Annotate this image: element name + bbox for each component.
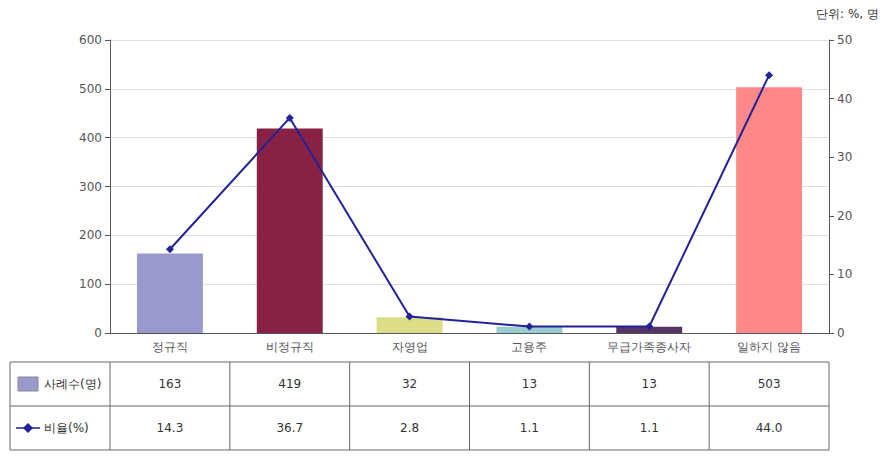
svg-text:자영업: 자영업 bbox=[392, 340, 428, 354]
svg-text:13: 13 bbox=[642, 377, 657, 391]
svg-text:2.8: 2.8 bbox=[400, 421, 419, 435]
svg-text:163: 163 bbox=[158, 377, 181, 391]
svg-text:20: 20 bbox=[837, 209, 852, 223]
svg-text:36.7: 36.7 bbox=[276, 421, 303, 435]
svg-text:300: 300 bbox=[79, 180, 102, 194]
svg-text:40: 40 bbox=[837, 92, 852, 106]
svg-text:0: 0 bbox=[837, 326, 845, 340]
svg-text:일하지 않음: 일하지 않음 bbox=[737, 340, 801, 354]
svg-text:1.1: 1.1 bbox=[640, 421, 659, 435]
svg-text:32: 32 bbox=[402, 377, 417, 391]
svg-text:500: 500 bbox=[79, 82, 102, 96]
svg-text:비율(%): 비율(%) bbox=[44, 421, 89, 435]
svg-text:사례수(명): 사례수(명) bbox=[44, 377, 101, 391]
svg-text:무급가족종사자: 무급가족종사자 bbox=[607, 340, 691, 354]
svg-text:600: 600 bbox=[79, 33, 102, 47]
svg-text:10: 10 bbox=[837, 267, 852, 281]
svg-text:30: 30 bbox=[837, 150, 852, 164]
svg-text:비정규직: 비정규직 bbox=[266, 340, 314, 354]
svg-text:14.3: 14.3 bbox=[157, 421, 184, 435]
svg-text:419: 419 bbox=[278, 377, 301, 391]
svg-text:200: 200 bbox=[79, 228, 102, 242]
svg-text:1.1: 1.1 bbox=[520, 421, 539, 435]
svg-text:0: 0 bbox=[94, 326, 102, 340]
svg-text:100: 100 bbox=[79, 277, 102, 291]
svg-text:400: 400 bbox=[79, 131, 102, 145]
svg-text:503: 503 bbox=[758, 377, 781, 391]
svg-text:44.0: 44.0 bbox=[756, 421, 783, 435]
svg-text:단위: %, 명: 단위: %, 명 bbox=[816, 7, 879, 21]
svg-text:13: 13 bbox=[522, 377, 537, 391]
svg-text:50: 50 bbox=[837, 33, 852, 47]
svg-text:고용주: 고용주 bbox=[511, 340, 547, 354]
svg-text:정규직: 정규직 bbox=[152, 340, 188, 354]
